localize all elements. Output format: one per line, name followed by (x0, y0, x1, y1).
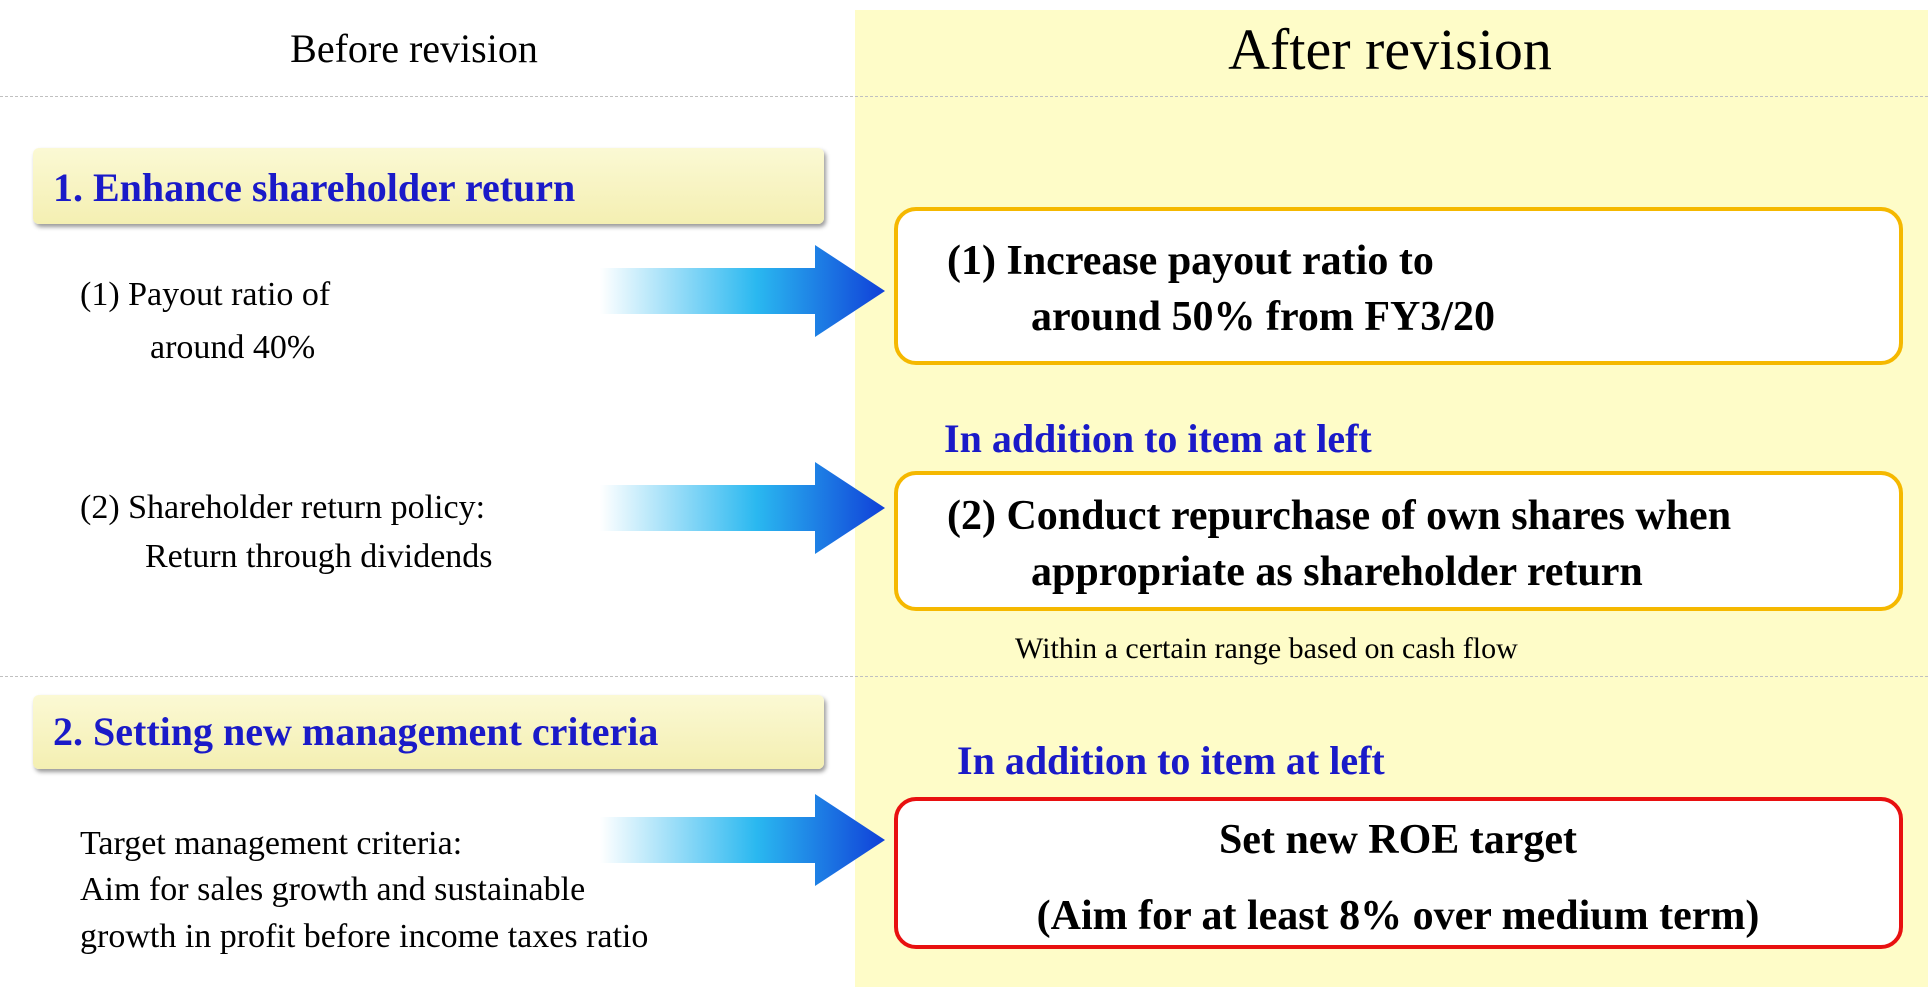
roe-box (894, 797, 1903, 949)
divider (0, 676, 1928, 677)
roe-line: Set new ROE target (1218, 817, 1578, 863)
arrow (600, 794, 885, 886)
divider (0, 96, 1928, 97)
before-item: around 40% (150, 329, 316, 366)
after-box (894, 471, 1903, 611)
section-title: 1. Enhance shareholder return (53, 165, 576, 210)
before-line: growth in profit before income taxes rat… (80, 918, 649, 955)
after-item: (1) Increase payout ratio to (947, 238, 1434, 284)
arrow (600, 462, 885, 554)
footnote: Within a certain range based on cash flo… (1015, 632, 1518, 665)
section-title: 2. Setting new management criteria (53, 709, 659, 754)
after-box (894, 207, 1903, 365)
before-item: Return through dividends (145, 538, 493, 575)
before-item: (1) Payout ratio of (80, 276, 331, 313)
addition-note: In addition to item at left (944, 416, 1372, 461)
roe-line: (Aim for at least 8% over medium term) (1036, 893, 1760, 939)
section-tab (33, 695, 824, 769)
section-tab (33, 148, 824, 224)
after-item: appropriate as shareholder return (1031, 549, 1643, 595)
before-line: Aim for sales growth and sustainable (80, 871, 586, 908)
after-header: After revision (1228, 17, 1552, 82)
arrow (600, 245, 885, 337)
before-header: Before revision (290, 26, 538, 71)
after-item: around 50% from FY3/20 (1031, 294, 1495, 340)
addition-note: In addition to item at left (957, 738, 1385, 783)
after-item: (2) Conduct repurchase of own shares whe… (947, 493, 1732, 539)
before-line: Target management criteria: (80, 825, 463, 862)
before-item: (2) Shareholder return policy: (80, 489, 486, 526)
